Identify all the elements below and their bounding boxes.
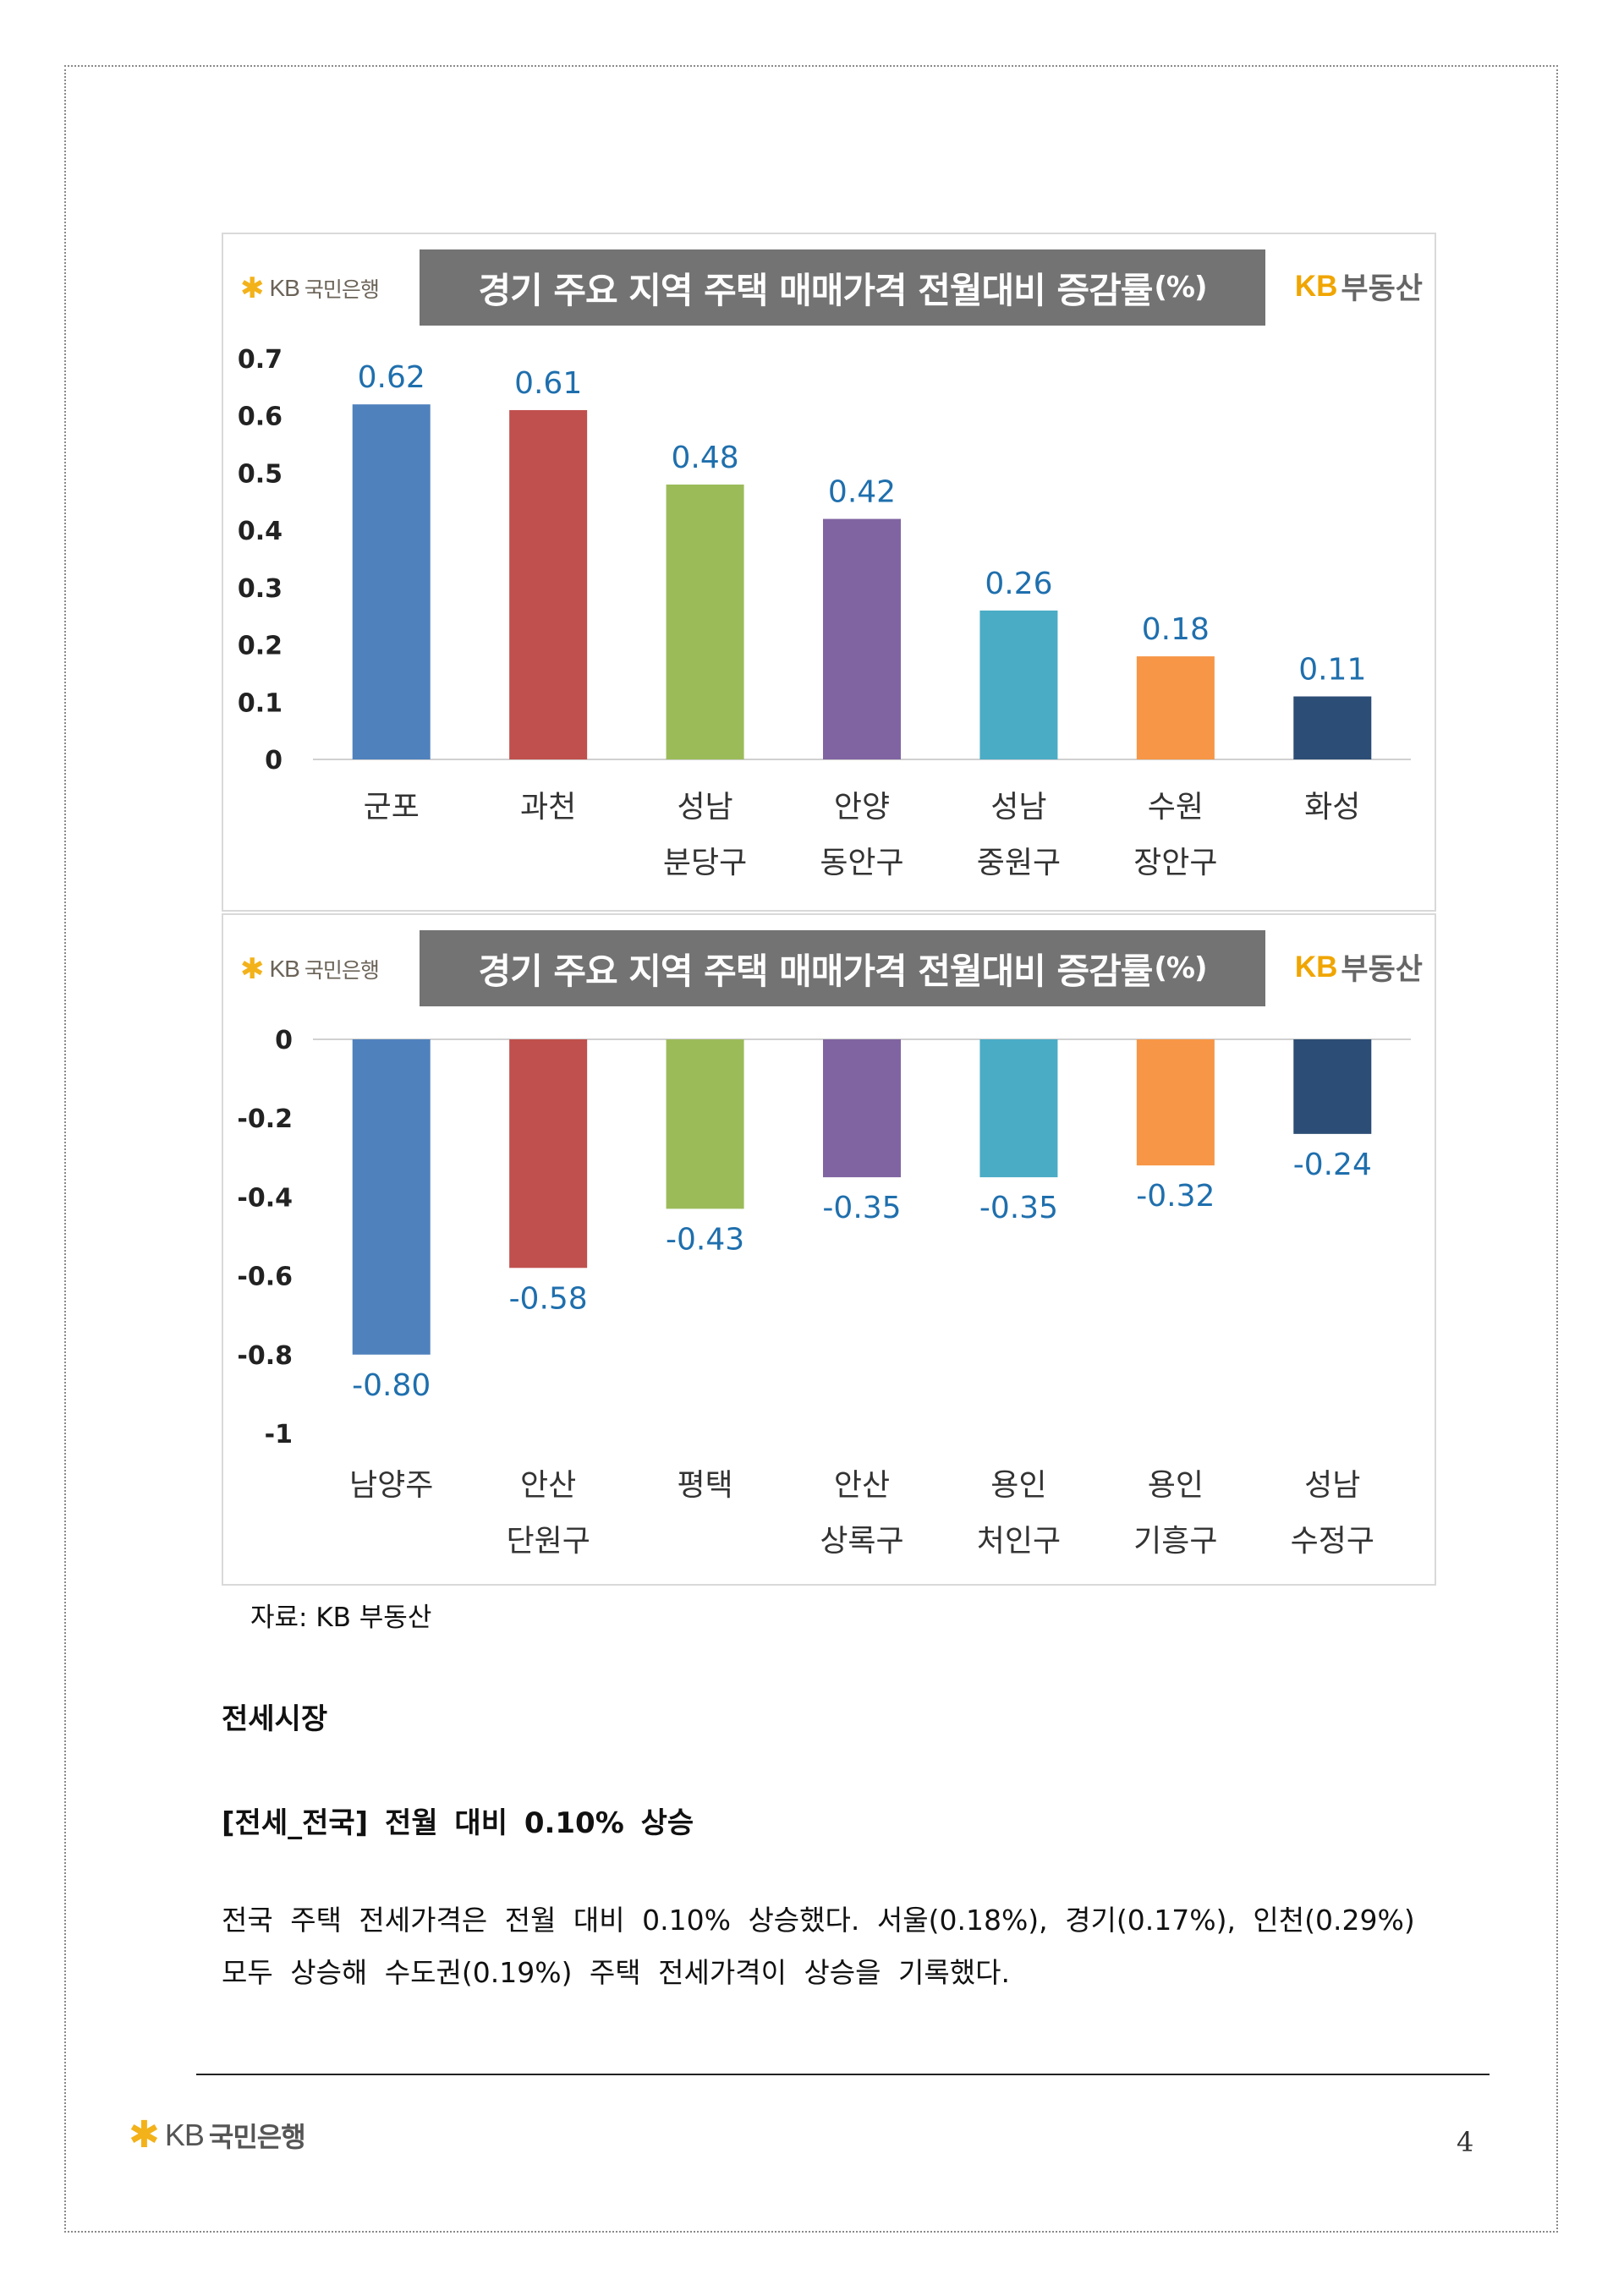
body-line: 전국 주택 전세가격은 전월 대비 0.10% 상승했다. 서울(0.18%),… (222, 1904, 1415, 1937)
bar (1293, 696, 1372, 759)
category-label: 분당구 (663, 846, 747, 880)
category-label: 용인 (1148, 1468, 1204, 1503)
category-label: 성남 (1304, 1468, 1360, 1503)
y-tick-label: 0 (275, 1026, 293, 1055)
category-label: 수정구 (1291, 1524, 1374, 1559)
data-label: 0.26 (985, 567, 1052, 601)
chart-panel-decrease: ✱ KB 국민은행 경기 주요 지역 주택 매매가격 전월대비 증감률 (%) K… (222, 913, 1436, 1586)
data-label: -0.35 (979, 1191, 1058, 1225)
y-tick-label: 0.4 (238, 517, 283, 546)
category-label: 안양 (834, 790, 890, 825)
category-label: 성남 (990, 790, 1046, 825)
kb-star-icon: ✱ (129, 2113, 160, 2156)
bar (1136, 656, 1215, 759)
category-label: 안산 (520, 1468, 576, 1503)
y-tick-label: -1 (265, 1420, 293, 1449)
category-label: 단원구 (506, 1524, 590, 1559)
data-label: 0.61 (514, 366, 582, 401)
category-label: 화성 (1304, 790, 1360, 825)
y-tick-label: 0.3 (238, 574, 283, 604)
bar (666, 1039, 744, 1209)
page-number: 4 (1457, 2126, 1474, 2158)
kb-kookmin-logo: ✱ KB 국민은행 (240, 952, 380, 986)
kb-realty-logo: KB 부동산 (1294, 269, 1423, 307)
data-label: 0.48 (671, 441, 738, 475)
data-label: -0.24 (1293, 1148, 1372, 1182)
bar (352, 404, 431, 759)
footer-rule (196, 2074, 1490, 2075)
data-label: -0.32 (1136, 1179, 1215, 1214)
kb-realty-logo: KB 부동산 (1294, 950, 1423, 988)
y-tick-label: -0.6 (237, 1263, 293, 1292)
chart-title: 경기 주요 지역 주택 매매가격 전월대비 증감률 (%) (420, 249, 1265, 326)
category-label: 중원구 (977, 846, 1061, 880)
y-tick-label: -0.8 (237, 1341, 293, 1371)
chart-panel-increase: ✱ KB 국민은행 경기 주요 지역 주택 매매가격 전월대비 증감률 (%) K… (222, 233, 1436, 912)
category-label: 기흥구 (1133, 1524, 1217, 1559)
bar (823, 518, 901, 759)
page-border (64, 65, 1558, 2233)
bar (509, 409, 588, 759)
bar (666, 484, 744, 759)
section-title: 전세시장 (222, 1702, 328, 1736)
category-label: 남양주 (349, 1468, 433, 1503)
body-line: 모두 상승해 수도권(0.19%) 주택 전세가격이 상승을 기록했다. (222, 1956, 1010, 1989)
bar (979, 1039, 1058, 1178)
y-tick-label: 0.1 (238, 688, 283, 718)
data-label: 0.62 (358, 360, 425, 395)
bar (1136, 1039, 1215, 1166)
y-tick-label: 0 (265, 746, 283, 775)
category-label: 평택 (677, 1468, 732, 1503)
y-tick-label: -0.4 (237, 1183, 293, 1213)
bar (979, 610, 1058, 759)
data-label: 0.18 (1142, 612, 1210, 647)
data-label: -0.35 (822, 1191, 901, 1225)
data-label: 0.11 (1298, 653, 1366, 688)
kb-star-icon: ✱ (240, 952, 265, 986)
data-label: -0.80 (352, 1368, 431, 1403)
data-label: -0.58 (509, 1281, 588, 1316)
kb-star-icon: ✱ (240, 271, 265, 305)
bar (823, 1039, 901, 1178)
y-tick-label: 0.6 (238, 403, 283, 432)
data-label: -0.43 (666, 1222, 744, 1257)
y-tick-label: 0.5 (238, 459, 283, 489)
category-label: 성남 (677, 790, 732, 825)
body-paragraph: 전국 주택 전세가격은 전월 대비 0.10% 상승했다. 서울(0.18%),… (222, 1894, 1457, 1999)
footer-kb-logo: ✱ KB 국민은행 (129, 2113, 306, 2156)
data-label: 0.42 (828, 475, 896, 510)
category-label: 용인 (990, 1468, 1046, 1503)
category-label: 동안구 (820, 846, 903, 880)
bar (1293, 1039, 1372, 1134)
source-note: 자료: KB 부동산 (250, 1603, 432, 1633)
category-label: 상록구 (820, 1524, 903, 1559)
kb-kookmin-logo: ✱ KB 국민은행 (240, 271, 380, 305)
category-label: 안산 (834, 1468, 890, 1503)
category-label: 과천 (520, 790, 576, 825)
sub-title: [전세_전국] 전월 대비 0.10% 상승 (222, 1806, 694, 1840)
y-tick-label: -0.2 (237, 1104, 293, 1134)
chart-title: 경기 주요 지역 주택 매매가격 전월대비 증감률 (%) (420, 930, 1265, 1006)
category-label: 군포 (364, 790, 420, 825)
y-tick-label: 0.7 (238, 345, 283, 375)
y-tick-label: 0.2 (238, 632, 283, 661)
category-label: 장안구 (1133, 846, 1217, 880)
bar-chart-increase: 0 0.1 0.2 0.3 0.4 0.5 0.6 0.7 0.62 군포 0.61 과천 0.48 성남… (238, 345, 1411, 880)
category-label: 수원 (1148, 790, 1204, 825)
bar (509, 1039, 588, 1269)
category-label: 처인구 (977, 1524, 1061, 1559)
bar (352, 1039, 431, 1355)
